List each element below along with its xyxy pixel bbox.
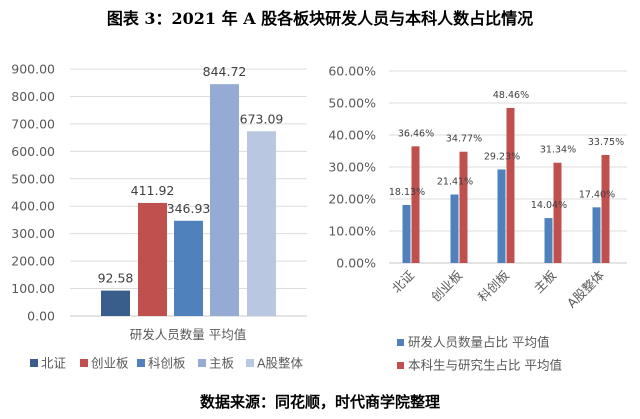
legend-swatch	[80, 359, 88, 367]
y-tick-label: 300.00	[11, 226, 55, 241]
bar-研发人员数量占比 平均值	[450, 194, 459, 263]
y-tick-label: 30.00%	[328, 160, 376, 175]
y-tick-label: 400.00	[11, 199, 55, 214]
data-label: 673.09	[240, 111, 284, 126]
legend-label: 创业板	[91, 356, 129, 371]
y-tick-label: 100.00	[11, 281, 55, 296]
y-tick-label: 200.00	[11, 254, 55, 269]
data-label: 34.77%	[446, 134, 482, 145]
y-tick-label: 500.00	[11, 171, 55, 186]
data-label: 844.72	[203, 64, 247, 79]
legend-label: 主板	[209, 356, 235, 371]
data-source: 数据来源：同花顺，时代商学院整理	[199, 393, 440, 411]
bar-A股整体	[247, 131, 276, 316]
legend-label: 科创板	[148, 356, 186, 371]
data-label: 48.46%	[493, 90, 529, 101]
data-label: 33.75%	[588, 137, 624, 148]
x-category-label: 科创板	[475, 267, 512, 304]
x-category-label: 主板	[531, 267, 560, 296]
data-label: 17.40%	[579, 189, 615, 200]
bar-本科生与研究生占比 平均值	[601, 155, 610, 263]
bar-科创板	[174, 220, 203, 316]
bar-研发人员数量占比 平均值	[544, 218, 553, 263]
data-label: 14.04%	[531, 200, 567, 211]
x-category-label: 创业板	[428, 267, 465, 304]
legend-swatch	[246, 359, 254, 367]
y-tick-label: 60.00%	[328, 64, 376, 79]
legend-swatch	[198, 359, 206, 367]
y-tick-label: 700.00	[11, 116, 55, 131]
legend-swatch	[397, 339, 404, 346]
bar-主板	[210, 84, 239, 316]
bar-研发人员数量占比 平均值	[497, 169, 506, 263]
data-label: 18.13%	[389, 187, 425, 198]
bar-本科生与研究生占比 平均值	[459, 151, 468, 263]
data-label: 411.92	[131, 183, 175, 198]
legend-swatch	[137, 359, 145, 367]
bar-研发人员数量占比 平均值	[592, 207, 601, 263]
y-tick-label: 800.00	[11, 89, 55, 104]
bar-本科生与研究生占比 平均值	[506, 107, 515, 263]
bar-本科生与研究生占比 平均值	[553, 162, 562, 263]
legend-label: 本科生与研究生占比 平均值	[408, 358, 562, 373]
bar-创业板	[138, 202, 167, 316]
x-category-label: 北证	[389, 267, 418, 296]
y-tick-label: 900.00	[11, 62, 55, 77]
data-label: 29.23%	[484, 151, 520, 162]
y-tick-label: 0.00	[27, 309, 55, 324]
bar-研发人员数量占比 平均值	[402, 204, 411, 263]
legend-label: 研发人员数量占比 平均值	[408, 335, 549, 350]
data-label: 31.34%	[540, 145, 576, 156]
y-tick-label: 40.00%	[328, 128, 376, 143]
legend-swatch	[397, 362, 404, 369]
x-category-label: A股整体	[564, 267, 608, 311]
bar-本科生与研究生占比 平均值	[411, 146, 420, 263]
y-tick-label: 50.00%	[328, 96, 376, 111]
data-label: 36.46%	[398, 128, 434, 139]
y-tick-label: 20.00%	[328, 192, 376, 207]
x-category-label: 研发人员数量 平均值	[130, 327, 246, 342]
y-tick-label: 600.00	[11, 144, 55, 159]
data-label: 21.41%	[437, 176, 473, 187]
legend-swatch	[30, 359, 38, 367]
data-label: 346.93	[167, 201, 211, 216]
y-tick-label: 10.00%	[328, 224, 376, 239]
bar-北证	[101, 290, 130, 316]
legend-label: A股整体	[257, 356, 304, 371]
y-tick-label: 0.00%	[336, 256, 376, 271]
legend-label: 北证	[41, 356, 67, 371]
figure-title: 图表 3：2021 年 A 股各板块研发人员与本科人数占比情况	[106, 9, 534, 28]
data-label: 92.58	[98, 271, 134, 286]
